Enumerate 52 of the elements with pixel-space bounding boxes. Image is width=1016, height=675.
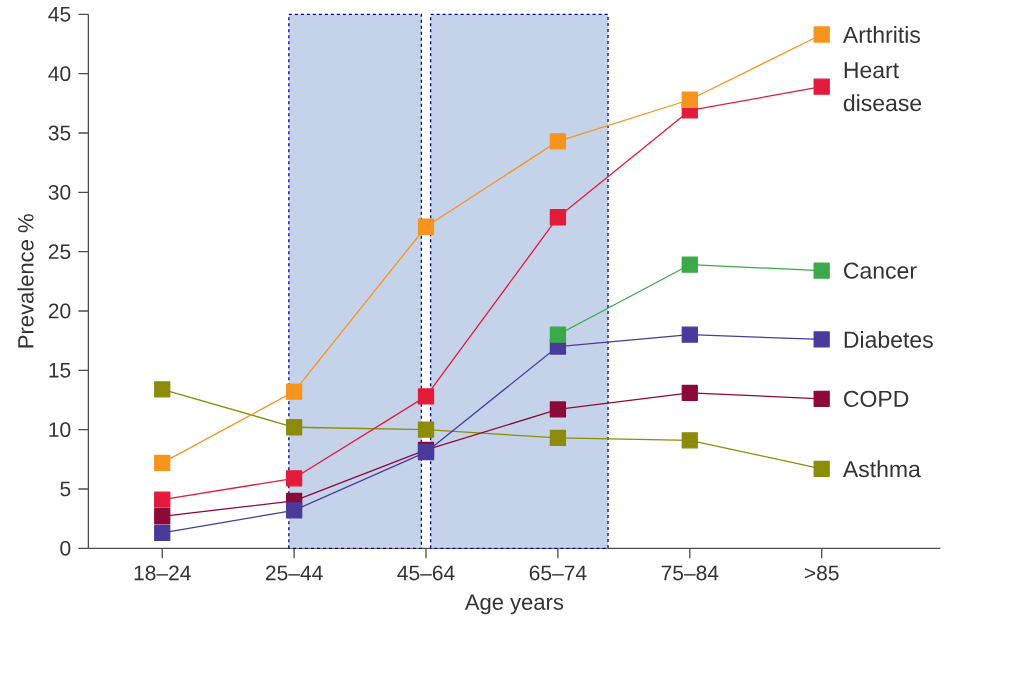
series-label: Cancer xyxy=(844,262,917,279)
point xyxy=(813,26,830,43)
point xyxy=(549,133,567,150)
point xyxy=(813,262,830,279)
x-tick-label: 75–84 xyxy=(661,565,719,581)
y-tick-label: 25 xyxy=(48,244,71,259)
point xyxy=(154,381,171,398)
series-label: Diabetes xyxy=(844,330,933,348)
point xyxy=(681,432,698,449)
y-tick-label: 40 xyxy=(48,66,71,81)
point xyxy=(681,326,698,343)
x-tick-label: >85 xyxy=(804,565,839,581)
y-tick-label: 35 xyxy=(48,125,71,141)
point xyxy=(813,78,830,95)
series-label: Heart disease xyxy=(843,62,922,112)
point xyxy=(154,491,171,508)
y-tick-label: 45 xyxy=(48,6,71,22)
y-tick-label: 10 xyxy=(49,422,71,437)
point xyxy=(681,256,698,273)
point xyxy=(417,218,435,235)
point xyxy=(813,460,830,477)
y-tick-label: 15 xyxy=(49,362,71,378)
series-label: Asthma xyxy=(842,460,921,478)
x-axis-title: Age years xyxy=(464,594,564,615)
y-tick-label: 5 xyxy=(60,481,71,497)
series-label: COPD xyxy=(844,390,909,407)
y-tick-label: 30 xyxy=(48,184,71,200)
point xyxy=(549,326,567,343)
point xyxy=(813,331,830,348)
point xyxy=(285,470,303,487)
point xyxy=(154,524,171,541)
x-tick-label: 18–24 xyxy=(134,565,191,581)
point xyxy=(285,418,303,436)
y-axis-title: Prevalence % xyxy=(17,214,34,348)
point xyxy=(417,421,435,438)
point xyxy=(681,384,698,401)
y-tick-label: 20 xyxy=(48,303,71,319)
point xyxy=(417,388,435,405)
x-tick-label: 65–74 xyxy=(529,565,587,581)
x-tick-label: 25–44 xyxy=(265,565,323,581)
point xyxy=(813,390,830,407)
point xyxy=(154,507,171,525)
point xyxy=(154,454,171,471)
point xyxy=(681,91,698,108)
series-label: Arthritis xyxy=(842,25,920,43)
point xyxy=(285,502,303,519)
point xyxy=(285,383,303,400)
point xyxy=(549,429,567,446)
x-tick-label: 45–64 xyxy=(397,565,455,581)
point xyxy=(549,401,567,418)
y-tick-label: 0 xyxy=(60,540,71,556)
point xyxy=(549,208,567,226)
